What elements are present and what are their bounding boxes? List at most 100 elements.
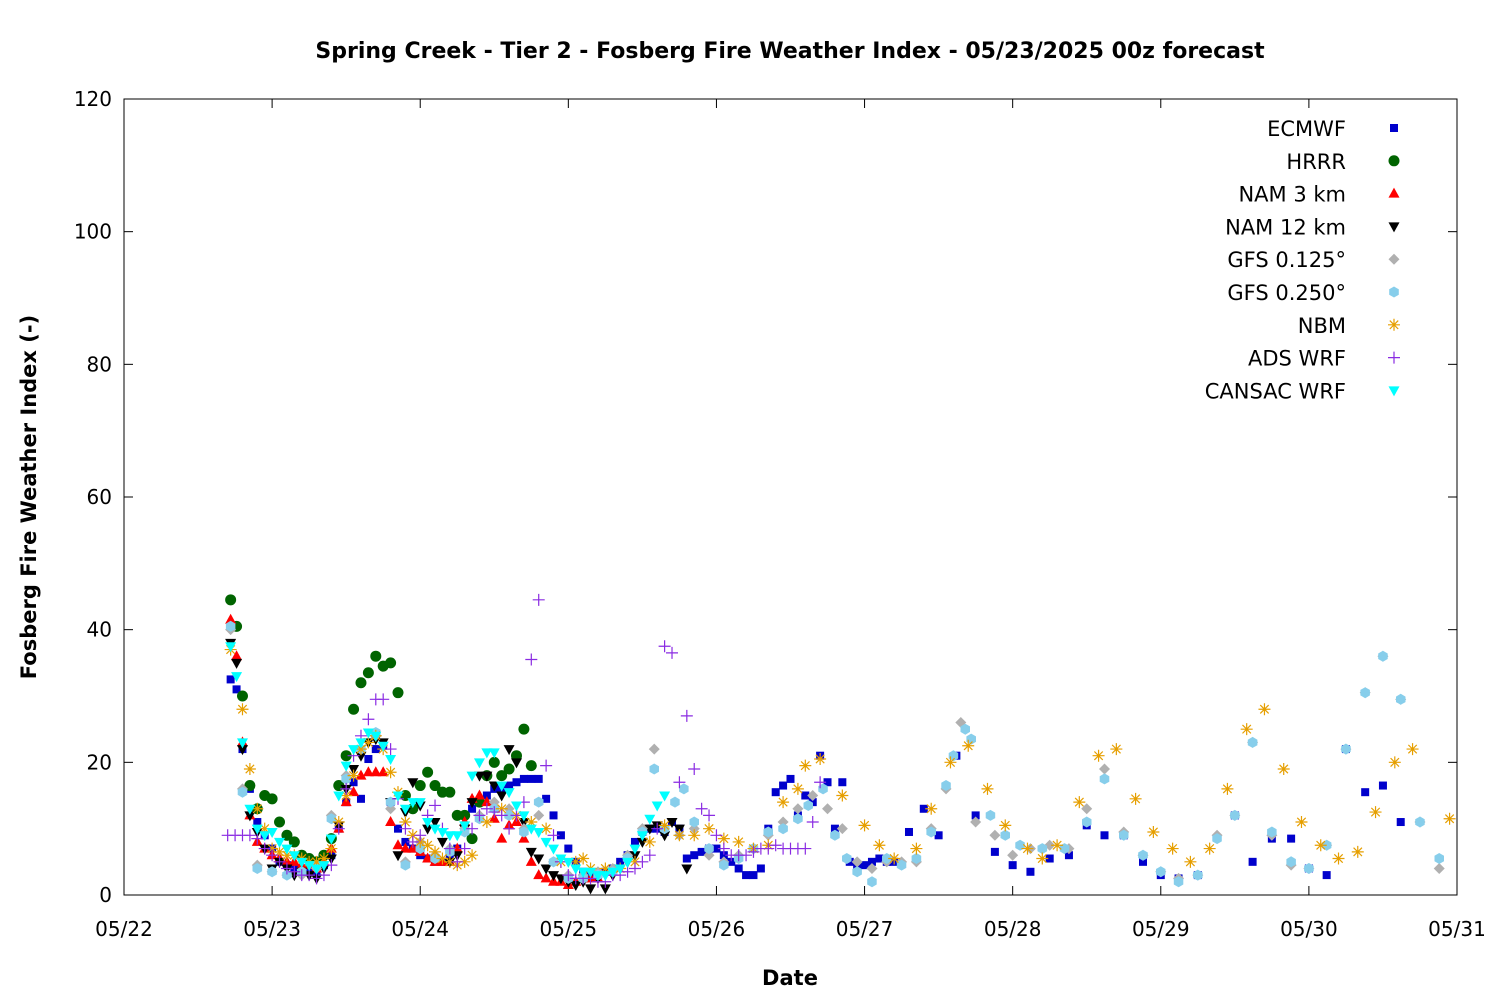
data-point bbox=[266, 849, 279, 862]
data-point bbox=[347, 769, 360, 782]
data-point bbox=[651, 801, 663, 812]
data-point bbox=[1248, 857, 1257, 866]
data-point bbox=[421, 839, 434, 852]
y-axis-label: Fosberg Fire Weather Index (-) bbox=[17, 315, 41, 679]
data-point bbox=[636, 855, 649, 868]
data-point bbox=[436, 837, 448, 848]
data-point bbox=[1443, 812, 1456, 825]
data-point bbox=[451, 831, 463, 842]
data-point bbox=[399, 842, 411, 853]
x-tick-label: 05/31 bbox=[1428, 917, 1486, 941]
chart-title: Spring Creek - Tier 2 - Fosberg Fire Wea… bbox=[315, 39, 1265, 64]
data-point bbox=[362, 667, 374, 679]
data-point bbox=[422, 818, 434, 829]
data-point bbox=[1267, 826, 1277, 838]
data-point bbox=[681, 864, 693, 875]
data-point bbox=[519, 826, 529, 838]
data-point bbox=[340, 750, 352, 762]
data-point bbox=[533, 809, 545, 821]
data-point bbox=[1314, 839, 1327, 852]
data-point bbox=[473, 758, 485, 769]
data-point bbox=[466, 771, 478, 782]
data-point bbox=[496, 791, 508, 802]
data-point bbox=[555, 854, 567, 865]
data-point bbox=[533, 827, 545, 838]
data-point bbox=[666, 646, 679, 659]
data-point bbox=[1193, 869, 1203, 881]
data-point bbox=[266, 842, 279, 855]
data-point bbox=[232, 685, 241, 694]
data-point bbox=[960, 723, 970, 735]
data-point bbox=[1129, 792, 1142, 805]
data-point bbox=[695, 802, 708, 815]
data-point bbox=[399, 816, 412, 829]
data-point bbox=[236, 738, 248, 749]
data-point bbox=[792, 803, 804, 815]
data-point bbox=[480, 802, 493, 815]
data-point bbox=[332, 822, 345, 835]
data-point bbox=[688, 762, 701, 775]
data-point bbox=[534, 774, 543, 783]
data-point bbox=[734, 864, 743, 873]
series-gfs-0-250- bbox=[225, 620, 1444, 888]
data-point bbox=[607, 867, 619, 878]
data-point bbox=[429, 780, 441, 792]
data-point bbox=[348, 745, 360, 756]
data-point bbox=[599, 871, 611, 882]
data-point bbox=[860, 861, 869, 870]
data-point bbox=[562, 857, 574, 868]
data-point bbox=[740, 849, 753, 862]
data-point bbox=[414, 780, 426, 792]
data-point bbox=[756, 864, 765, 873]
data-point bbox=[253, 818, 262, 827]
data-point bbox=[399, 822, 412, 835]
data-point bbox=[422, 824, 434, 835]
y-tick-label: 20 bbox=[87, 750, 112, 774]
data-point bbox=[429, 799, 442, 812]
data-point bbox=[1099, 773, 1110, 785]
data-point bbox=[1000, 829, 1010, 841]
data-point bbox=[362, 713, 375, 726]
data-point bbox=[1287, 834, 1296, 843]
data-point bbox=[659, 791, 671, 802]
data-point bbox=[919, 804, 928, 813]
data-point bbox=[542, 794, 551, 803]
data-point bbox=[466, 798, 478, 809]
x-tick-label: 05/23 bbox=[243, 917, 301, 941]
data-point bbox=[1434, 853, 1444, 864]
data-point bbox=[525, 760, 537, 772]
data-point bbox=[1332, 852, 1345, 865]
data-point bbox=[243, 762, 256, 775]
data-point bbox=[436, 827, 448, 838]
data-point bbox=[532, 593, 545, 606]
data-point bbox=[525, 653, 538, 666]
data-point bbox=[777, 796, 790, 809]
data-point bbox=[628, 862, 641, 875]
data-point bbox=[377, 766, 389, 777]
data-point bbox=[1360, 687, 1370, 699]
data-point bbox=[468, 804, 477, 813]
data-point bbox=[1139, 857, 1148, 866]
data-point bbox=[644, 814, 656, 825]
data-point bbox=[318, 861, 330, 872]
data-point bbox=[1173, 876, 1184, 888]
data-point bbox=[703, 809, 716, 822]
data-point bbox=[406, 835, 419, 848]
data-point bbox=[1100, 831, 1109, 840]
data-point bbox=[236, 745, 248, 756]
data-point bbox=[510, 758, 522, 769]
x-tick-label: 05/28 bbox=[984, 917, 1042, 941]
data-point bbox=[481, 771, 493, 782]
data-point bbox=[406, 829, 419, 842]
data-point bbox=[1008, 861, 1017, 870]
data-point bbox=[779, 781, 788, 790]
data-point bbox=[882, 853, 892, 864]
data-point bbox=[989, 829, 1001, 841]
data-point bbox=[1147, 825, 1160, 838]
data-point bbox=[488, 781, 500, 792]
data-point bbox=[614, 864, 626, 875]
data-point bbox=[1286, 856, 1296, 868]
legend-marker bbox=[1388, 318, 1400, 331]
data-point bbox=[488, 756, 500, 768]
data-point bbox=[778, 823, 788, 835]
